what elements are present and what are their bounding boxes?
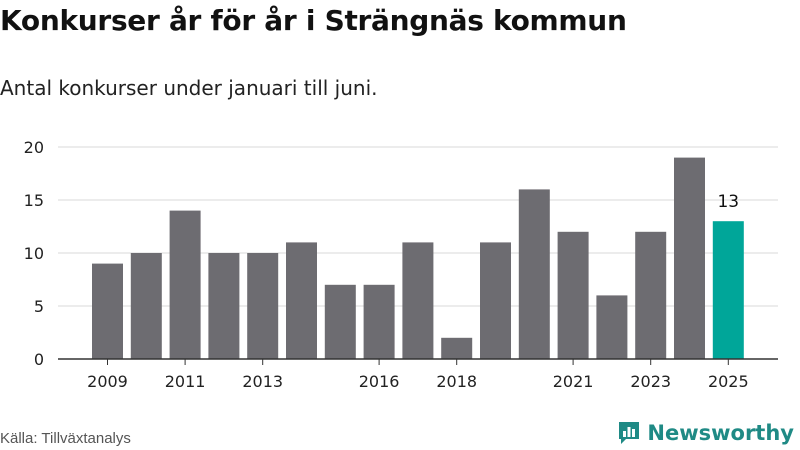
y-tick-label: 5 (34, 297, 44, 316)
x-tick-label: 2023 (630, 372, 671, 391)
brand-logo: Newsworthy (617, 420, 794, 446)
bar (441, 337, 473, 359)
x-tick-label: 2009 (87, 372, 128, 391)
bar (518, 189, 550, 359)
x-tick-label: 2025 (708, 372, 749, 391)
x-tick-label: 2011 (165, 372, 206, 391)
source-note: Källa: Tillväxtanalys (0, 430, 131, 447)
y-tick-label: 10 (24, 244, 44, 263)
bar (130, 253, 162, 359)
x-tick-label: 2013 (242, 372, 283, 391)
bar (712, 221, 744, 359)
bar-chart-icon (619, 422, 640, 444)
bar (635, 231, 667, 359)
y-tick-label: 0 (34, 350, 44, 369)
y-tick-label: 20 (24, 138, 44, 157)
bar (596, 295, 628, 359)
data-label: 13 (717, 192, 739, 212)
brand-name: Newsworthy (647, 421, 794, 445)
bar (169, 210, 201, 359)
y-tick-label: 15 (24, 191, 44, 210)
bar (402, 242, 434, 359)
x-tick-label: 2021 (553, 372, 594, 391)
bar (208, 253, 240, 359)
bar (247, 253, 279, 359)
chart-title: Konkurser år för år i Strängnäs kommun (0, 4, 627, 37)
bar (480, 242, 511, 359)
bar (92, 263, 123, 359)
bar-chart: 0 5 10 15 20 2009 2011 2013 2016 2018 2021 2023 2025… (24, 138, 778, 391)
bar (324, 284, 356, 359)
bar (286, 242, 317, 359)
x-tick-label: 2018 (436, 372, 477, 391)
chart-subtitle: Antal konkurser under januari till juni. (0, 76, 378, 100)
bar (557, 231, 589, 359)
bar (674, 157, 705, 359)
x-tick-label: 2016 (359, 372, 400, 391)
bar (363, 284, 395, 359)
